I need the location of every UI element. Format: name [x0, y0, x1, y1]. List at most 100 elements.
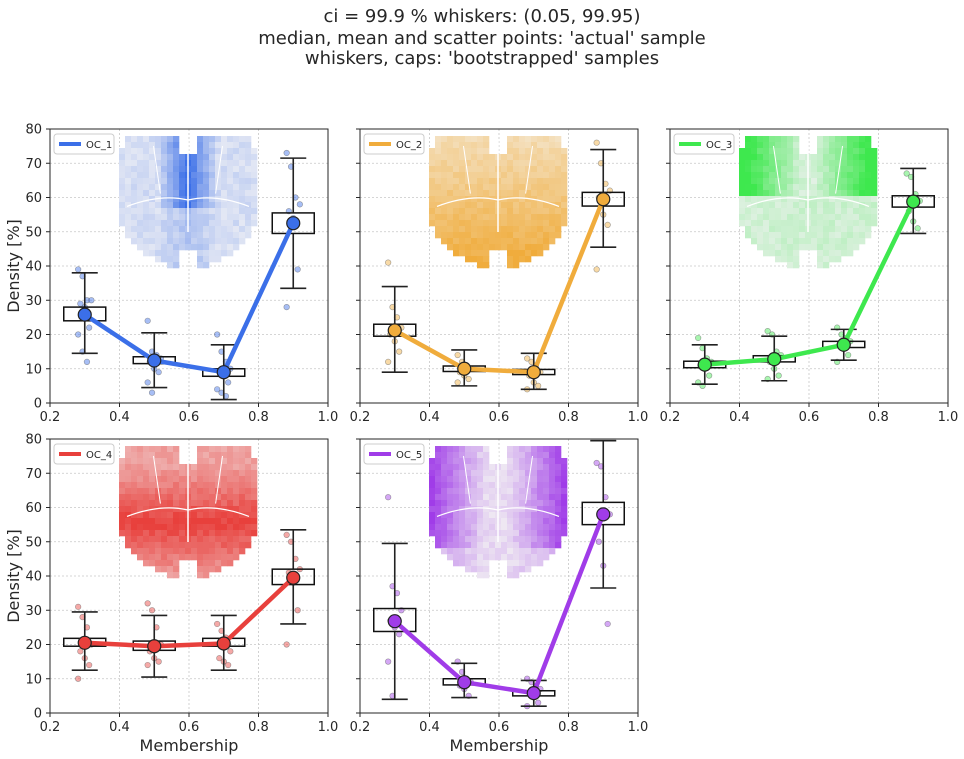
brain-map-cell — [859, 190, 866, 197]
brain-map-cell — [555, 214, 562, 221]
brain-map-cell — [823, 172, 830, 179]
brain-map-cell — [745, 148, 752, 155]
brain-map-cell — [513, 262, 520, 269]
brain-map-cell — [161, 184, 168, 191]
brain-map-cell — [149, 500, 156, 507]
brain-map-cell — [781, 166, 788, 173]
brain-map-cell — [805, 244, 812, 251]
brain-map-cell — [131, 446, 138, 453]
brain-map-cell — [537, 250, 544, 257]
scatter-point — [535, 382, 542, 389]
brain-map-cell — [149, 160, 156, 167]
brain-map-cell — [197, 518, 204, 525]
brain-map-cell — [197, 160, 204, 167]
brain-map-cell — [531, 166, 538, 173]
brain-map-cell — [561, 494, 568, 501]
brain-map-cell — [173, 166, 180, 173]
brain-map-cell — [537, 488, 544, 495]
brain-map-cell — [203, 196, 210, 203]
brain-map-cell — [489, 476, 496, 483]
brain-map-cell — [853, 214, 860, 221]
brain-map-cell — [179, 202, 186, 209]
brain-map-cell — [227, 548, 234, 555]
y-tick-label: 70 — [25, 467, 42, 482]
brain-map-cell — [865, 196, 872, 203]
scatter-point — [227, 648, 234, 655]
brain-map-cell — [143, 250, 150, 257]
brain-map-cell — [477, 256, 484, 263]
brain-map-cell — [167, 166, 174, 173]
brain-map-cell — [853, 226, 860, 233]
brain-map-cell — [519, 172, 526, 179]
brain-map-cell — [203, 232, 210, 239]
brain-map-cell — [537, 536, 544, 543]
brain-map-cell — [191, 518, 198, 525]
brain-map-cell — [245, 178, 252, 185]
brain-map-cell — [435, 232, 442, 239]
brain-map-cell — [471, 166, 478, 173]
brain-map-cell — [543, 494, 550, 501]
brain-map-cell — [769, 136, 776, 143]
brain-map-cell — [149, 250, 156, 257]
brain-map-cell — [459, 542, 466, 549]
brain-map-cell — [537, 476, 544, 483]
brain-map-cell — [543, 214, 550, 221]
brain-map-cell — [197, 166, 204, 173]
brain-map-cell — [489, 488, 496, 495]
brain-map-cell — [173, 172, 180, 179]
brain-map-cell — [447, 530, 454, 537]
brain-map-cell — [143, 214, 150, 221]
brain-map-cell — [441, 458, 448, 465]
brain-map-cell — [245, 518, 252, 525]
brain-map-cell — [143, 548, 150, 555]
brain-map-cell — [489, 548, 496, 555]
brain-map-cell — [555, 536, 562, 543]
brain-map-cell — [161, 494, 168, 501]
brain-map-cell — [555, 178, 562, 185]
brain-map-cell — [447, 154, 454, 161]
brain-map-cell — [513, 154, 520, 161]
brain-map-cell — [829, 160, 836, 167]
brain-map-cell — [829, 238, 836, 245]
brain-map-cell — [865, 220, 872, 227]
brain-map-cell — [197, 232, 204, 239]
brain-map-cell — [173, 512, 180, 519]
brain-map-cell — [835, 178, 842, 185]
brain-region-border — [126, 197, 189, 207]
brain-map-cell — [149, 518, 156, 525]
brain-map-cell — [865, 160, 872, 167]
brain-map-cell — [769, 220, 776, 227]
brain-map-cell — [245, 166, 252, 173]
brain-map-cell — [793, 256, 800, 263]
brain-map-cell — [781, 178, 788, 185]
brain-region-border — [153, 455, 161, 504]
brain-map-cell — [429, 154, 436, 161]
brain-map-cell — [847, 226, 854, 233]
brain-map-cell — [525, 518, 532, 525]
brain-map-cell — [149, 184, 156, 191]
brain-map-cell — [489, 238, 496, 245]
brain-map-cell — [173, 446, 180, 453]
brain-map-cell — [525, 178, 532, 185]
brain-map-cell — [233, 142, 240, 149]
brain-map-cell — [847, 196, 854, 203]
brain-map-cell — [125, 178, 132, 185]
brain-map-cell — [441, 482, 448, 489]
brain-map-cell — [239, 190, 246, 197]
title-line-1: ci = 99.9 % whiskers: (0.05, 99.95) — [323, 6, 641, 27]
brain-map-cell — [191, 494, 198, 501]
y-tick-label: 20 — [25, 328, 42, 343]
brain-map-cell — [191, 464, 198, 471]
brain-map-cell — [227, 250, 234, 257]
brain-map-cell — [429, 530, 436, 537]
brain-map-cell — [549, 232, 556, 239]
brain-map-cell — [465, 446, 472, 453]
brain-map-cell — [227, 244, 234, 251]
brain-map-cell — [179, 470, 186, 477]
brain-map-cell — [871, 148, 878, 155]
brain-map-cell — [197, 506, 204, 513]
brain-map-cell — [137, 524, 144, 531]
chart-panel-1: 0.2 0.4 0.6 0.8 1.001020304050607080Density … — [4, 123, 338, 426]
brain-map-cell — [841, 160, 848, 167]
brain-map-cell — [769, 154, 776, 161]
